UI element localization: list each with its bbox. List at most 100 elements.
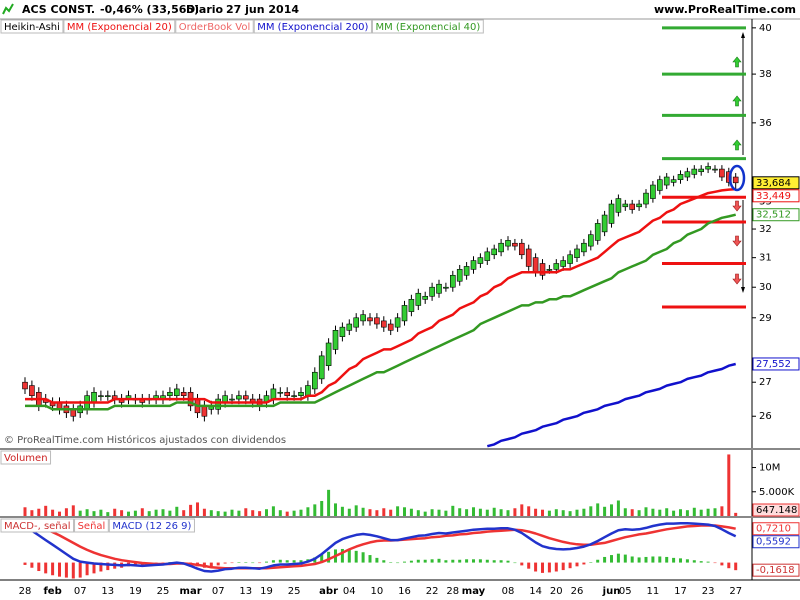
volume-bar — [361, 507, 365, 516]
volume-bar — [140, 508, 144, 516]
volume-bar — [147, 511, 151, 516]
legend-box — [108, 518, 195, 533]
histogram-bar — [547, 562, 551, 573]
legend-box — [371, 19, 484, 34]
histogram-bar — [258, 562, 262, 564]
legend-box — [74, 518, 109, 533]
volume-bar — [554, 509, 558, 516]
candle-body — [270, 388, 277, 400]
volume-bar — [161, 509, 165, 516]
volume-bar — [644, 507, 648, 516]
y-tick-label: 29 — [759, 313, 772, 324]
histogram-bar — [106, 562, 110, 571]
candle-body — [587, 234, 594, 247]
y-tick-label: 27 — [759, 377, 772, 388]
histogram-bar — [472, 559, 475, 563]
volume-bar — [120, 510, 124, 516]
histogram-bar — [237, 562, 241, 563]
candle-body — [505, 240, 511, 247]
legend-entry: Heikin-Ashi — [4, 22, 60, 33]
volume-bar — [534, 508, 538, 516]
x-tick-label: 23 — [702, 586, 715, 597]
candle-body — [532, 257, 539, 273]
candle-body — [512, 242, 518, 247]
volume-bar — [575, 509, 579, 516]
volume-bar — [506, 510, 510, 516]
histogram-bar — [651, 556, 655, 563]
histogram-bar — [403, 561, 406, 563]
candle-body — [574, 248, 580, 258]
histogram-bar — [706, 561, 710, 563]
value-label: 0,7210 — [756, 524, 791, 535]
legend-entry: MM (Exponencial 20) — [67, 22, 172, 33]
volume-bar — [547, 510, 551, 516]
histogram-bar — [409, 560, 413, 563]
candle-body — [581, 242, 587, 253]
histogram-bar — [320, 554, 324, 563]
volume-bar — [589, 506, 593, 516]
candle-body — [284, 391, 291, 396]
histogram-bar — [299, 560, 303, 563]
histogram-bar — [616, 553, 620, 563]
down-arrow — [732, 200, 742, 212]
candle-body — [608, 203, 615, 224]
indicator-line — [25, 187, 736, 404]
down-arrow — [732, 273, 742, 285]
candle-body — [353, 317, 360, 328]
histogram-bar — [465, 559, 469, 563]
candle-body — [277, 391, 284, 394]
volume-bar — [672, 510, 676, 516]
volume-bar — [265, 509, 268, 516]
x-tick-label: 13 — [239, 586, 252, 597]
value-label: 0,5592 — [756, 537, 791, 548]
candle-body — [712, 168, 718, 171]
legend-box — [253, 19, 372, 34]
y-tick-label: 31 — [759, 253, 772, 264]
candle-body — [670, 179, 677, 183]
volume-bar — [58, 511, 61, 516]
candle-body — [691, 168, 698, 175]
histogram-bar — [209, 562, 213, 567]
histogram-bar — [265, 561, 268, 563]
volume-bar — [244, 508, 248, 516]
candle-body — [167, 391, 173, 396]
x-tick-label: 11 — [647, 586, 660, 597]
value-label-box — [752, 563, 800, 577]
histogram-bar — [554, 562, 558, 572]
candle-body — [546, 269, 553, 271]
candle-body — [615, 198, 622, 213]
histogram-bar — [85, 562, 89, 576]
histogram-bar — [361, 552, 365, 563]
x-tick-label: abr — [319, 586, 338, 597]
site[interactable]: www.ProRealTime.com — [654, 3, 796, 16]
value-label: 33,684 — [756, 178, 791, 189]
histogram-bar — [437, 558, 441, 563]
candle-body — [643, 192, 649, 205]
volume-bar — [630, 509, 634, 516]
volume-bar — [37, 508, 41, 516]
histogram-bar — [382, 560, 386, 563]
candle-body — [484, 251, 491, 261]
volume-bar — [78, 510, 82, 516]
volume-bar — [154, 509, 158, 516]
candle-body — [236, 395, 242, 400]
volume-bar — [561, 510, 565, 516]
volume-bar — [340, 506, 344, 516]
indicator-line — [24, 523, 736, 570]
candle-body — [174, 388, 180, 396]
candle-body — [498, 242, 504, 253]
volume-bar — [347, 508, 351, 516]
x-tick-label: 10 — [371, 586, 384, 597]
volume-bar — [513, 508, 517, 516]
volume-bar — [127, 511, 130, 516]
histogram-bar — [37, 562, 41, 572]
volume-bar — [403, 507, 406, 516]
volume-bar — [320, 500, 324, 516]
volume-bar — [472, 507, 475, 516]
legend-box — [0, 450, 52, 465]
volume-bar — [582, 508, 586, 516]
candle-body — [677, 174, 684, 180]
